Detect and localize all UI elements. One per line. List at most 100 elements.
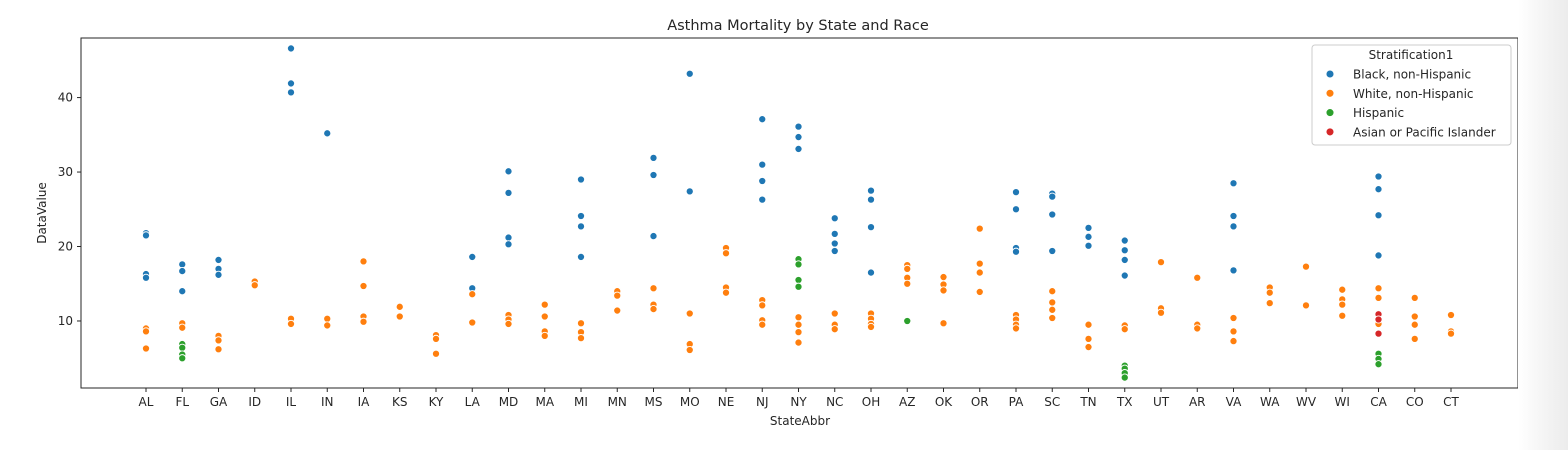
series-white-non-hispanic <box>141 224 1456 358</box>
x-tick-label: OK <box>935 395 953 409</box>
legend-marker <box>1325 127 1335 137</box>
data-point <box>540 312 549 321</box>
data-point <box>178 267 187 276</box>
data-point <box>359 317 368 326</box>
data-point <box>178 354 187 363</box>
data-point <box>141 273 151 282</box>
x-axis-label: StateAbbr <box>770 414 830 428</box>
data-point <box>794 313 803 322</box>
data-point <box>1410 293 1419 302</box>
data-point <box>794 338 803 347</box>
data-point <box>758 160 767 169</box>
x-tick-label: MD <box>499 395 519 409</box>
data-point <box>649 170 658 180</box>
data-point <box>1048 298 1057 307</box>
data-point <box>214 345 223 354</box>
x-tick-label: WI <box>1335 395 1350 409</box>
data-point <box>250 281 259 290</box>
data-point <box>504 167 513 176</box>
x-tick-label: SC <box>1044 395 1060 409</box>
data-point <box>1265 288 1274 297</box>
data-point <box>794 260 803 269</box>
legend-marker <box>1325 69 1335 79</box>
x-tick-label: ID <box>248 395 261 409</box>
x-tick-label: WV <box>1296 395 1317 409</box>
data-point <box>431 334 441 343</box>
data-point <box>903 279 912 288</box>
data-point <box>903 316 912 326</box>
data-point <box>1229 266 1238 275</box>
data-point <box>1374 329 1383 338</box>
data-point <box>1446 329 1456 338</box>
data-point <box>286 88 296 97</box>
y-tick-label: 10 <box>58 314 73 328</box>
x-tick-label: UT <box>1153 395 1170 409</box>
data-point <box>794 122 803 131</box>
data-point <box>1374 172 1383 181</box>
data-point <box>866 223 876 232</box>
data-point <box>178 287 187 296</box>
legend-entries: Black, non-Hispanic White, non-Hispanic Hi… <box>1325 68 1496 139</box>
x-tick-label: PA <box>1009 395 1024 409</box>
x-tick-label: NE <box>718 395 735 409</box>
x-tick-label: NY <box>790 395 807 409</box>
data-point <box>1410 312 1419 321</box>
data-point <box>1229 337 1238 346</box>
data-point <box>903 264 912 273</box>
data-point <box>613 306 622 315</box>
data-point <box>649 153 658 162</box>
data-point <box>214 270 223 279</box>
data-point <box>939 286 948 295</box>
x-tick-label: MI <box>574 395 588 409</box>
data-point <box>576 222 586 231</box>
data-point <box>685 69 694 78</box>
y-axis-ticks: 10 20 30 40 <box>58 91 81 328</box>
data-point <box>1338 311 1347 320</box>
data-point <box>359 257 368 266</box>
data-point <box>1193 324 1202 333</box>
data-point <box>758 301 767 310</box>
data-point <box>794 320 803 329</box>
data-point <box>323 321 332 330</box>
y-tick-label: 30 <box>58 165 73 179</box>
legend-title: Stratification1 <box>1369 48 1454 62</box>
data-point <box>1374 284 1383 293</box>
data-point <box>504 188 513 197</box>
data-point <box>576 211 586 221</box>
data-point <box>141 231 151 240</box>
data-point <box>830 214 839 223</box>
series-asian-or-pacific-islander <box>1374 310 1383 338</box>
x-tick-label: AL <box>139 395 154 409</box>
data-point <box>1229 313 1238 323</box>
x-tick-label: NC <box>826 395 843 409</box>
data-point <box>1084 241 1093 250</box>
data-point <box>975 224 984 233</box>
data-point <box>758 176 767 186</box>
data-point <box>540 331 549 340</box>
data-point <box>649 284 658 293</box>
legend-label: Asian or Pacific Islander <box>1353 125 1496 139</box>
data-point <box>1229 327 1238 336</box>
data-point <box>1338 285 1347 294</box>
x-tick-label: LA <box>465 395 481 409</box>
data-point <box>1084 342 1093 352</box>
data-point <box>1120 373 1129 382</box>
x-tick-label: MO <box>680 395 700 409</box>
data-point <box>395 312 404 321</box>
x-axis-ticks: AL FL GA ID IL IN IA KS KY LA MD MA MI MN MS MO NE NJ NY NC… <box>139 388 1460 409</box>
data-point <box>685 187 694 196</box>
data-point <box>1301 262 1311 271</box>
data-point <box>1048 313 1057 323</box>
data-point <box>975 259 984 268</box>
data-point <box>1084 232 1093 241</box>
y-axis-label: DataValue <box>35 182 49 244</box>
data-point <box>1229 222 1238 231</box>
legend-marker <box>1325 108 1335 118</box>
data-point <box>685 345 694 355</box>
data-points <box>141 44 1456 382</box>
x-tick-label: KS <box>392 395 408 409</box>
legend: Stratification1 Black, non-Hispanic White… <box>1311 44 1512 146</box>
data-point <box>1374 211 1383 220</box>
data-point <box>141 327 151 336</box>
